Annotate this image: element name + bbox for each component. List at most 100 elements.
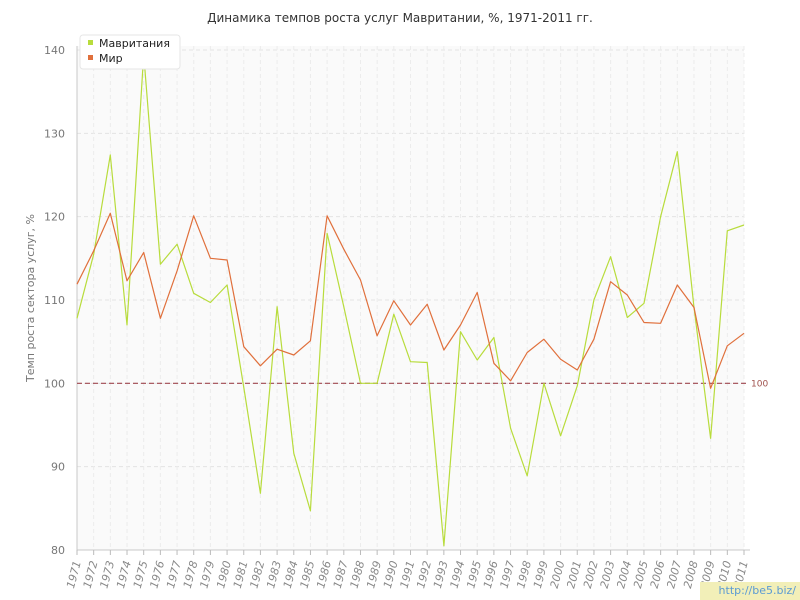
data-point[interactable] [542,338,545,341]
data-point[interactable] [542,382,545,385]
series-lines [76,53,746,547]
data-point[interactable] [426,361,429,364]
data-point[interactable] [676,284,679,287]
data-point[interactable] [609,280,612,283]
data-point[interactable] [276,305,279,308]
y-tick-label: 110 [44,294,65,307]
data-point[interactable] [526,474,529,477]
data-point[interactable] [276,348,279,351]
legend-box [79,34,181,70]
data-point[interactable] [92,249,95,252]
data-point[interactable] [592,338,595,341]
data-point[interactable] [459,330,462,333]
legend[interactable]: Мавритания Мир [79,34,181,70]
data-point[interactable] [743,332,746,335]
data-point[interactable] [376,382,379,385]
y-tick-label: 100 [44,377,65,390]
series-line-1[interactable] [76,212,745,389]
data-point[interactable] [426,303,429,306]
data-point[interactable] [642,321,645,324]
data-point[interactable] [109,212,112,215]
data-point[interactable] [743,224,746,227]
data-point[interactable] [492,336,495,339]
data-point[interactable] [676,150,679,153]
data-point[interactable] [492,362,495,365]
data-point[interactable] [476,291,479,294]
y-tick-label: 130 [44,127,65,140]
data-point[interactable] [159,263,162,266]
data-point[interactable] [292,452,295,455]
data-point[interactable] [242,386,245,389]
data-point[interactable] [192,214,195,217]
data-point[interactable] [709,387,712,390]
data-point[interactable] [476,359,479,362]
data-point[interactable] [609,255,612,258]
data-point[interactable] [259,364,262,367]
reference-line-group: 100 [77,379,768,389]
data-point[interactable] [226,259,229,262]
data-point[interactable] [592,299,595,302]
data-point[interactable] [726,229,729,232]
data-point[interactable] [76,317,79,320]
data-point[interactable] [259,492,262,495]
data-point[interactable] [459,324,462,327]
x-axis-ticks: 1971197219731974197519761977197819791980… [64,550,751,590]
data-point[interactable] [659,322,662,325]
data-point[interactable] [209,257,212,260]
series-line-0[interactable] [76,53,745,547]
data-point[interactable] [692,306,695,309]
data-point[interactable] [142,251,145,254]
data-point[interactable] [409,324,412,327]
y-tick-label: 120 [44,211,65,224]
data-point[interactable] [192,292,195,295]
watermark-link[interactable]: http://be5.biz/ [700,582,800,600]
data-point[interactable] [576,384,579,387]
data-point[interactable] [226,284,229,287]
data-point[interactable] [442,349,445,352]
data-point[interactable] [376,334,379,337]
data-point[interactable] [626,294,629,297]
data-point[interactable] [442,544,445,547]
legend-label-0[interactable]: Мавритания [99,37,170,50]
data-point[interactable] [159,317,162,320]
data-point[interactable] [126,324,129,327]
data-point[interactable] [526,351,529,354]
legend-label-1[interactable]: Мир [99,52,123,65]
data-point[interactable] [342,248,345,251]
data-point[interactable] [659,215,662,218]
data-point[interactable] [392,313,395,316]
data-point[interactable] [642,302,645,305]
data-point[interactable] [726,344,729,347]
data-point[interactable] [109,154,112,157]
data-point[interactable] [392,299,395,302]
legend-swatch-0 [88,40,93,45]
data-point[interactable] [209,301,212,304]
reference-line-label: 100 [751,379,768,389]
data-point[interactable] [409,360,412,363]
data-point[interactable] [626,316,629,319]
y-axis-title: Темп роста сектора услуг, % [24,214,37,383]
data-point[interactable] [309,509,312,512]
data-point[interactable] [326,214,329,217]
data-point[interactable] [559,434,562,437]
data-point[interactable] [509,379,512,382]
data-point[interactable] [326,232,329,235]
data-point[interactable] [576,369,579,372]
data-point[interactable] [309,339,312,342]
data-point[interactable] [176,243,179,246]
data-point[interactable] [76,283,79,286]
data-point[interactable] [176,269,179,272]
data-point[interactable] [292,354,295,357]
y-tick-label: 90 [51,461,65,474]
data-point[interactable] [359,279,362,282]
data-point[interactable] [126,279,129,282]
data-point[interactable] [559,358,562,361]
data-point[interactable] [242,345,245,348]
data-point[interactable] [509,427,512,430]
data-point[interactable] [709,437,712,440]
data-point[interactable] [359,382,362,385]
y-axis-ticks: 80 90 100 110 120 130 140 [44,44,65,557]
legend-swatch-1 [88,55,93,60]
data-point[interactable] [342,305,345,308]
